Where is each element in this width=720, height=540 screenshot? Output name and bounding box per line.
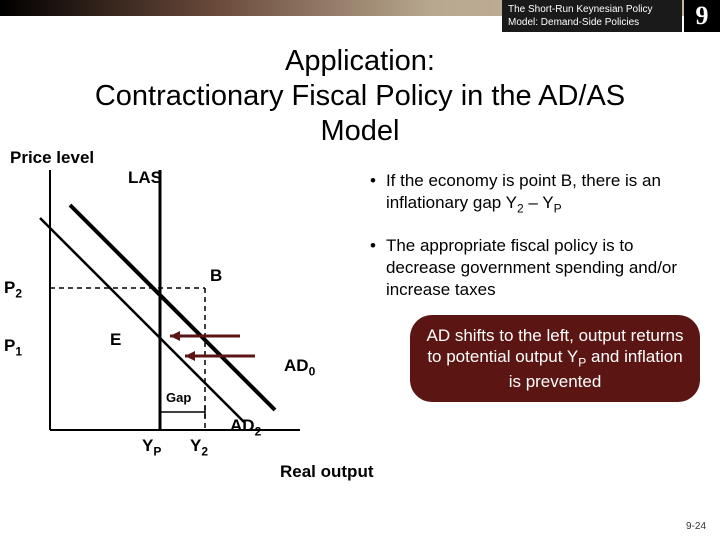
slide-number: 9-24: [686, 521, 706, 532]
x-axis-label: Real output: [280, 462, 374, 482]
p1-label: P1: [4, 336, 22, 358]
yp-label: YP: [142, 436, 161, 458]
y2-label: Y2: [190, 436, 208, 458]
bullet-dot-icon: •: [370, 235, 376, 301]
ad0-curve: [70, 205, 275, 410]
bullet-1: • If the economy is point B, there is an…: [370, 170, 700, 217]
y-axis-label: Price level: [10, 148, 94, 168]
book-title-line2: Model: Demand-Side Policies: [508, 16, 676, 29]
ad0-label: AD0: [284, 356, 315, 378]
title-line3: Model: [321, 115, 400, 147]
header-bar: The Short-Run Keynesian Policy Model: De…: [0, 0, 720, 36]
header-book-title: The Short-Run Keynesian Policy Model: De…: [502, 0, 682, 32]
shift-arrow-2-head: [185, 351, 195, 361]
book-title-line1: The Short-Run Keynesian Policy: [508, 3, 676, 16]
bullet-dot-icon: •: [370, 170, 376, 217]
bullet-1-text: If the economy is point B, there is an i…: [386, 170, 700, 217]
p2-label: P2: [4, 278, 22, 300]
ad2-curve: [40, 218, 245, 423]
bullet-2-text: The appropriate fiscal policy is to decr…: [386, 235, 700, 301]
shift-arrow-1-head: [170, 331, 180, 341]
bullet-2: • The appropriate fiscal policy is to de…: [370, 235, 700, 301]
chart-svg: [30, 170, 310, 450]
page-title: Application: Contractionary Fiscal Polic…: [0, 44, 720, 148]
gap-label: Gap: [166, 390, 191, 405]
title-line1: Application:: [285, 45, 435, 77]
title-line2: Contractionary Fiscal Policy in the AD/A…: [95, 80, 625, 112]
callout-text: AD shifts to the left, output returns to…: [426, 326, 683, 391]
chapter-number: 9: [684, 0, 720, 32]
point-e-label: E: [110, 330, 121, 350]
ad2-label: AD2: [230, 416, 261, 438]
bullet-list: • If the economy is point B, there is an…: [370, 170, 700, 319]
adas-chart: P2 P1 YP Y2 B E AD0 AD2 Gap: [30, 170, 310, 450]
point-b-label: B: [210, 266, 222, 286]
callout-box: AD shifts to the left, output returns to…: [410, 315, 700, 402]
